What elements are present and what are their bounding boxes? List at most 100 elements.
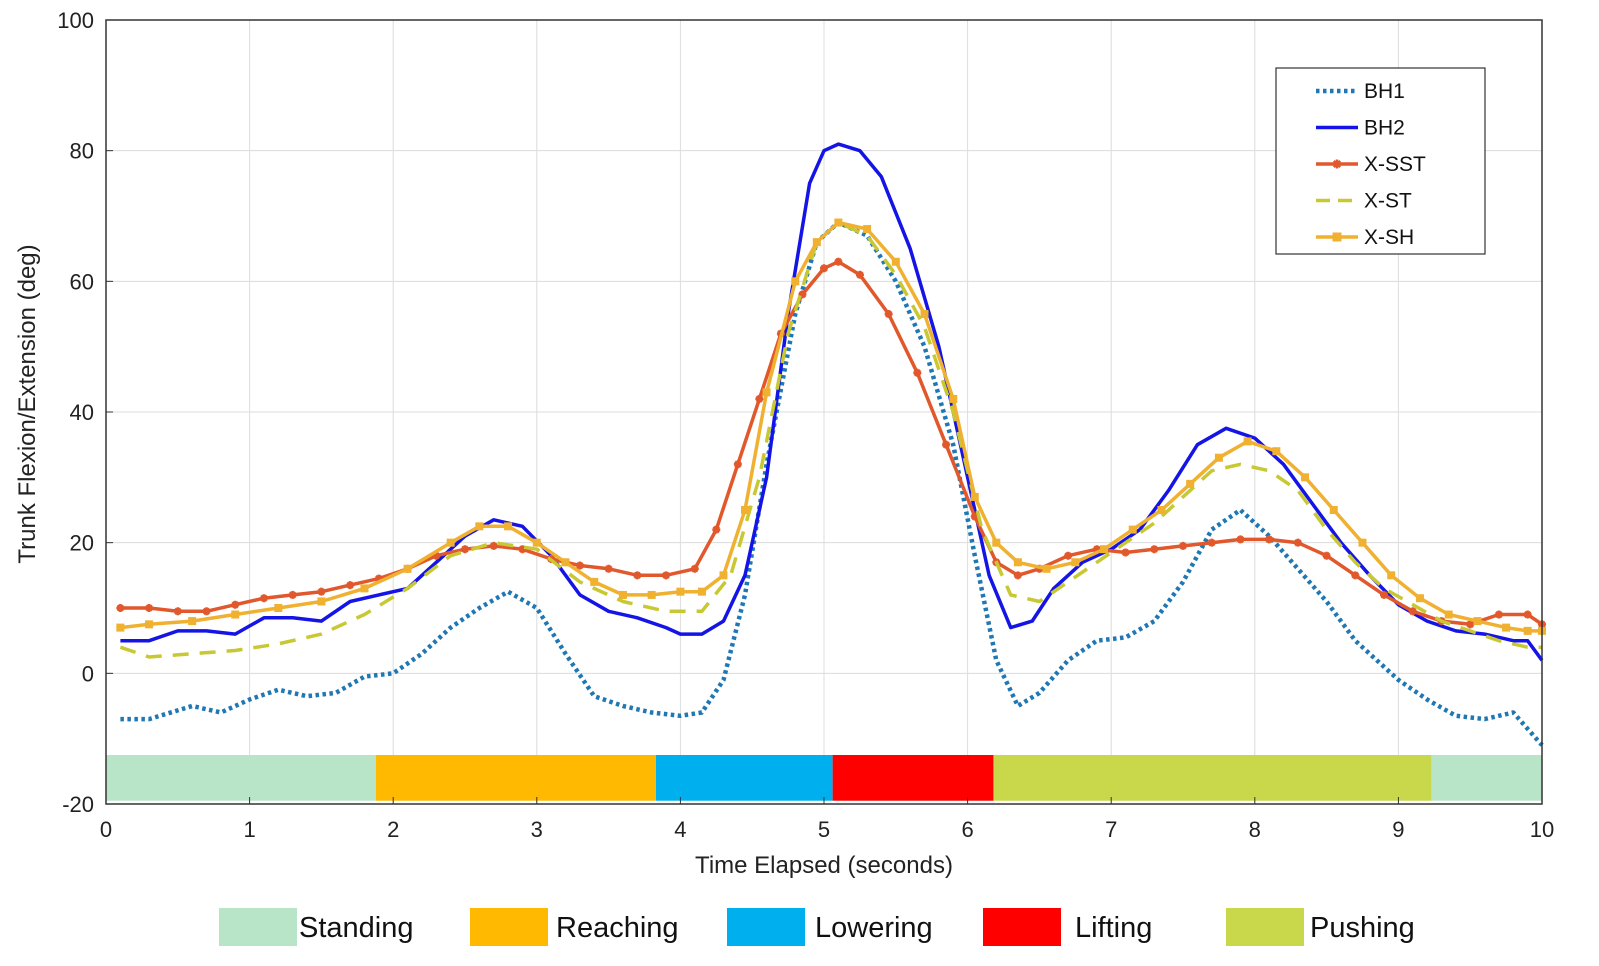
data-point-x-sh: [590, 577, 599, 586]
data-point-x-sst: [1150, 545, 1159, 554]
data-point-x-sh: [1523, 626, 1532, 635]
data-point-x-sh: [1272, 447, 1281, 456]
data-point-x-sst: [1408, 607, 1417, 616]
data-point-x-sst: [913, 368, 922, 377]
data-point-x-sst: [1322, 551, 1331, 560]
y-tick-label: 100: [57, 8, 94, 33]
data-point-x-sh: [317, 597, 326, 606]
x-tick-label: 0: [100, 817, 112, 842]
data-point-x-sh: [475, 522, 484, 531]
data-point-x-sh: [1301, 473, 1310, 482]
data-point-x-sst: [1121, 548, 1130, 557]
data-point-x-sst: [604, 564, 613, 573]
data-point-x-sst: [690, 564, 699, 573]
data-point-x-sst: [116, 604, 125, 612]
phase-legend-swatch-lowering: [727, 908, 805, 946]
series-lines: [116, 142, 1546, 747]
phase-legend-label-standing: Standing: [299, 912, 414, 944]
data-point-x-sh: [1358, 538, 1367, 547]
x-tick-label: 2: [387, 817, 399, 842]
data-point-x-sst: [259, 594, 268, 603]
data-point-x-sst: [1466, 620, 1475, 629]
phase-segment: [993, 755, 1432, 801]
data-point-x-sst: [755, 394, 764, 403]
series-x-sh: [116, 218, 1546, 635]
data-point-x-sh: [1329, 506, 1338, 514]
x-tick-label: 9: [1392, 817, 1404, 842]
series-legend: BH1 BH2 X-SST X-ST X-SH: [1275, 67, 1486, 255]
data-point-x-sst: [712, 525, 721, 534]
data-point-x-sst: [231, 600, 240, 609]
series-line-bh1: [120, 220, 1544, 747]
data-point-x-sst: [1013, 571, 1022, 580]
data-point-x-sst: [662, 571, 671, 580]
x-axis-title: Time Elapsed (seconds): [695, 852, 953, 879]
data-point-x-sh: [834, 218, 843, 227]
data-point-x-sh: [697, 587, 706, 596]
x-tick-label: 8: [1249, 817, 1261, 842]
phase-band: [106, 755, 1542, 801]
data-point-x-sst: [317, 587, 326, 596]
data-point-x-sst: [884, 310, 893, 318]
data-point-x-sst: [820, 264, 828, 273]
data-point-x-sh: [676, 587, 685, 596]
phase-legend-swatch-reaching: [470, 908, 548, 946]
series-line-bh2: [120, 142, 1544, 662]
data-point-x-sh: [1042, 564, 1051, 573]
legend-label-x-sh: X-SH: [1364, 226, 1414, 249]
x-axis-ticks: 0 1 2 3 4 5 6 7 8 9 10: [100, 797, 1554, 842]
data-point-x-sst: [1064, 551, 1073, 560]
y-axis-title: Trunk Flexion/Extension (deg): [14, 244, 41, 563]
data-point-x-sh: [791, 277, 800, 286]
data-point-x-sh: [1214, 453, 1223, 462]
y-tick-label: 20: [70, 531, 94, 556]
data-point-x-sst: [855, 270, 864, 279]
data-point-x-sh: [741, 506, 750, 514]
phase-legend-label-reaching: Reaching: [556, 912, 679, 944]
phase-segment: [832, 755, 994, 801]
series-line-x-sst: [120, 259, 1543, 627]
phase-legend: Standing Reaching Lowering Lifting Pushing: [219, 908, 1415, 946]
phase-legend-swatch-lifting: [983, 908, 1061, 946]
data-point-x-sh: [446, 538, 455, 547]
data-point-x-sst: [733, 460, 742, 469]
data-point-x-sh: [1243, 437, 1252, 446]
series-x-st: [119, 220, 1542, 659]
data-point-x-sst: [432, 551, 441, 560]
data-point-x-sst: [1092, 545, 1101, 554]
legend-marker-x-sh: [1332, 232, 1342, 242]
data-point-x-sh: [719, 571, 728, 580]
data-point-x-sst: [1179, 541, 1187, 550]
legend-label-x-sst: X-SST: [1364, 153, 1426, 176]
data-point-x-sh: [618, 590, 627, 599]
y-tick-label: 0: [82, 661, 94, 686]
data-point-x-sh: [647, 590, 656, 599]
legend-marker-x-sst: [1332, 159, 1342, 169]
data-point-x-sh: [812, 238, 821, 247]
data-point-x-sh: [920, 310, 929, 318]
data-point-x-sst: [798, 290, 807, 299]
data-point-x-sh: [145, 620, 154, 629]
data-point-x-sh: [891, 257, 900, 266]
data-point-x-sh: [1473, 617, 1482, 626]
data-point-x-sst: [173, 607, 182, 616]
series-bh2: [120, 142, 1544, 662]
y-axis-ticks: -20 0 20 40 60 80 100: [57, 8, 113, 817]
data-point-x-sst: [1265, 535, 1274, 544]
data-point-x-sh: [970, 492, 979, 501]
x-tick-label: 6: [961, 817, 973, 842]
series-line-x-sh: [120, 220, 1542, 633]
data-point-x-sst: [346, 581, 355, 590]
data-point-x-sst: [942, 440, 951, 449]
data-point-x-sh: [1502, 623, 1511, 632]
data-point-x-sh: [116, 623, 125, 632]
series-x-sst: [116, 257, 1546, 629]
data-point-x-sst: [575, 561, 584, 570]
data-point-x-sst: [970, 512, 979, 521]
phase-legend-label-pushing: Pushing: [1310, 912, 1415, 944]
phase-segment: [106, 755, 376, 801]
data-point-x-sh: [403, 564, 412, 573]
data-point-x-sh: [274, 604, 283, 612]
data-point-x-sh: [1444, 610, 1453, 619]
data-point-x-sst: [489, 541, 498, 550]
